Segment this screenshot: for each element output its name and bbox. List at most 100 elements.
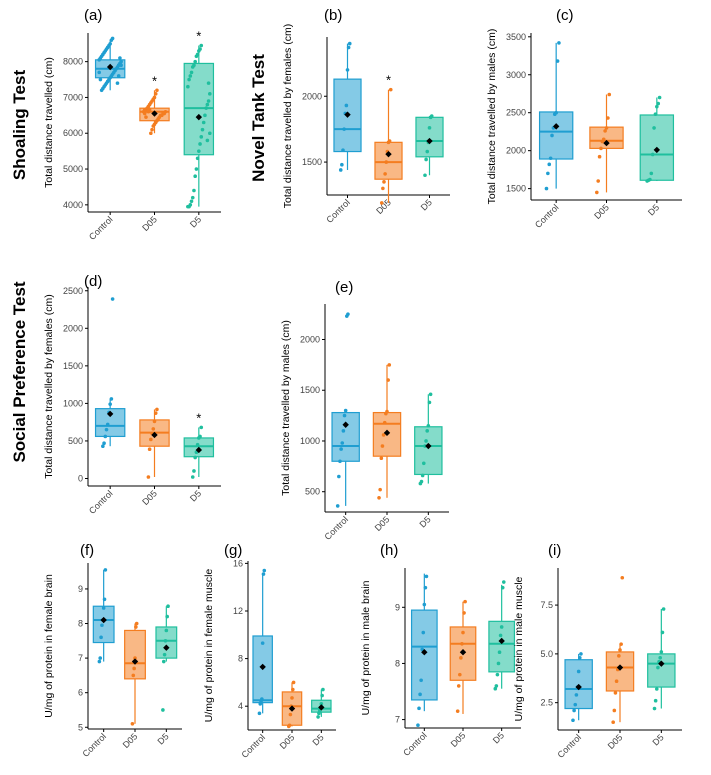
data-point <box>109 397 114 401</box>
x-tick-label: D05 <box>140 214 159 233</box>
data-point <box>652 706 657 711</box>
data-point <box>190 65 195 69</box>
data-point <box>600 139 605 144</box>
data-point <box>109 38 114 42</box>
data-point <box>204 106 208 110</box>
data-point <box>108 402 112 406</box>
data-point <box>382 180 386 184</box>
box-control <box>252 568 273 716</box>
y-tick-label: 12 <box>233 606 243 616</box>
data-point <box>335 504 340 508</box>
data-point <box>571 718 575 723</box>
data-point <box>189 70 194 75</box>
data-point <box>320 693 324 698</box>
data-point <box>200 127 205 132</box>
data-point <box>428 115 433 120</box>
data-point <box>118 56 122 60</box>
mean-marker <box>421 649 428 656</box>
x-tick-label: D5 <box>646 202 661 217</box>
data-point <box>456 684 461 688</box>
panel-label: (a) <box>84 7 102 24</box>
data-point <box>190 195 195 200</box>
data-point <box>423 585 428 590</box>
data-point <box>193 59 197 64</box>
data-point <box>291 680 296 685</box>
x-tick-label: D05 <box>592 202 611 221</box>
data-point <box>497 650 502 655</box>
data-point <box>578 655 582 660</box>
x-tick-label: D05 <box>278 732 297 751</box>
mean-marker <box>552 123 560 130</box>
mean-marker <box>131 658 139 665</box>
data-point <box>653 698 658 703</box>
data-point <box>195 442 200 447</box>
data-point <box>190 475 195 479</box>
box-iqr <box>488 620 516 673</box>
box-iqr <box>331 411 360 462</box>
data-point <box>345 314 349 318</box>
data-point <box>321 687 325 692</box>
box-d5 <box>414 392 443 486</box>
data-point <box>166 604 170 609</box>
data-point <box>555 59 560 63</box>
data-point <box>426 423 431 428</box>
data-point <box>417 706 421 711</box>
y-tick-label: 2000 <box>300 335 320 345</box>
data-point <box>579 652 583 656</box>
data-point <box>378 487 382 492</box>
data-point <box>208 92 212 96</box>
y-tick-label: 1500 <box>506 184 526 194</box>
data-point <box>197 49 201 53</box>
data-point <box>205 138 210 143</box>
data-point <box>203 113 207 118</box>
y-tick-label: 6000 <box>63 128 83 138</box>
data-point <box>388 87 393 92</box>
data-point <box>146 475 151 479</box>
data-point <box>338 168 343 172</box>
data-point <box>147 447 152 452</box>
panel-label: (i) <box>548 542 561 559</box>
data-point <box>100 623 104 628</box>
data-point <box>288 712 293 717</box>
box-iqr <box>414 426 443 476</box>
box-d5: * <box>183 29 215 209</box>
data-point <box>660 630 665 635</box>
data-point <box>387 363 392 367</box>
y-tick-label: 8000 <box>63 57 83 67</box>
data-point <box>142 111 147 116</box>
data-point <box>99 635 103 640</box>
box-d05 <box>281 680 303 729</box>
box-iqr <box>647 653 676 688</box>
data-point <box>150 127 154 132</box>
data-point <box>188 74 193 78</box>
data-point <box>208 131 212 136</box>
data-point <box>337 474 341 479</box>
box-d05 <box>449 599 477 714</box>
data-point <box>424 574 429 579</box>
data-point <box>460 641 464 646</box>
box-iqr <box>155 626 178 659</box>
data-point <box>550 133 554 138</box>
x-tick-label: D05 <box>121 731 140 750</box>
y-tick-label: 1500 <box>302 157 322 167</box>
y-tick-label: 1000 <box>63 398 83 408</box>
data-point <box>194 54 199 59</box>
y-tick-label: 7.5 <box>540 600 553 610</box>
row-title-social-preference: Social Preference Test <box>10 281 29 462</box>
data-point <box>317 711 321 716</box>
data-point <box>424 439 428 443</box>
data-point <box>162 652 167 657</box>
data-point <box>494 684 499 688</box>
data-point <box>499 625 504 629</box>
data-point <box>428 392 433 397</box>
data-point <box>261 572 266 576</box>
data-point <box>620 575 625 580</box>
data-point <box>416 723 420 727</box>
x-tick-label: D5 <box>188 488 203 503</box>
y-axis-label: U/mg of protein in female muscle <box>203 569 215 723</box>
y-tick-label: 500 <box>305 487 320 497</box>
data-point <box>165 614 169 619</box>
y-tick-label: 5 <box>78 722 83 732</box>
significance-marker: * <box>152 73 157 88</box>
panel-i: (i) 2.5 5.0 7.5 U/mg of protein in male musc… <box>513 542 682 760</box>
